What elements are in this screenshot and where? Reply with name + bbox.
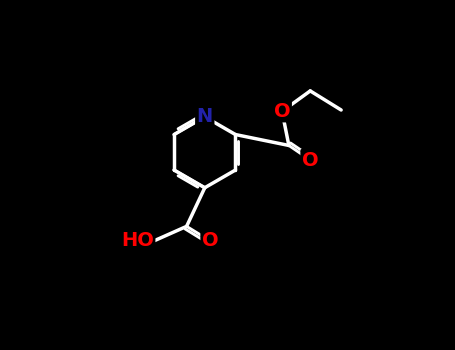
Text: O: O [274,102,290,121]
Text: HO: HO [121,231,154,250]
Text: O: O [302,150,318,169]
Text: O: O [202,231,218,250]
Text: N: N [197,107,213,126]
